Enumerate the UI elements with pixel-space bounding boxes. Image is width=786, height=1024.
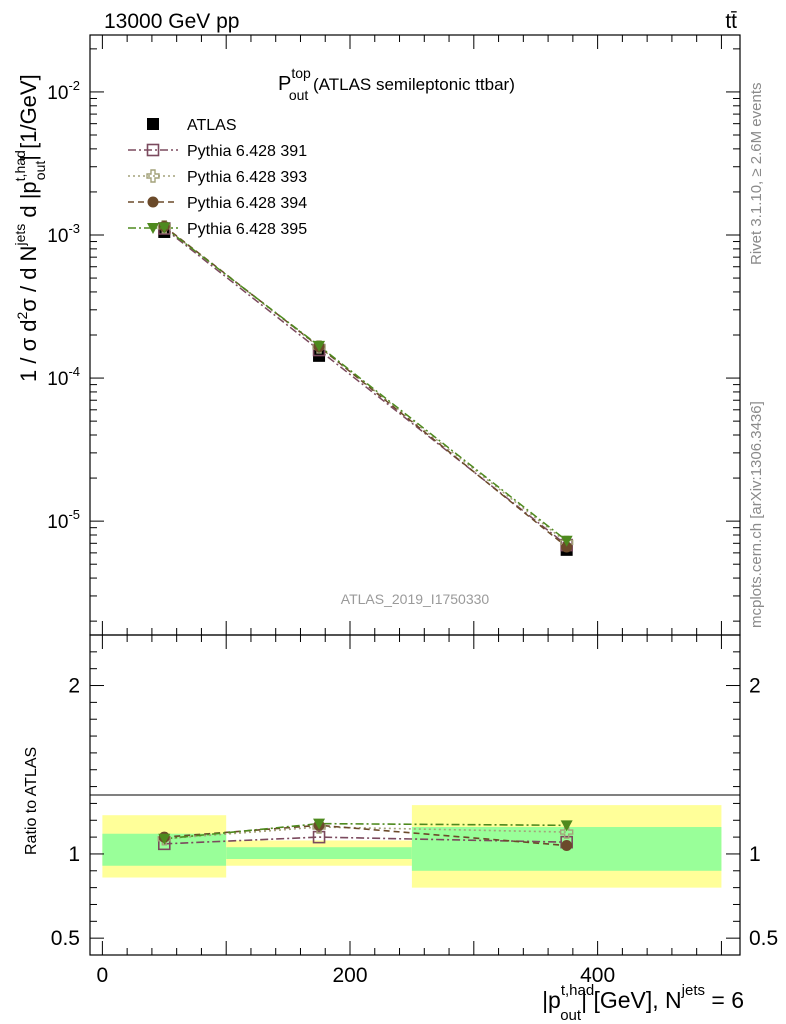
legend-label-atlas: ATLAS (187, 117, 237, 134)
x-tick-label: 200 (332, 964, 367, 987)
legend-label-s394: Pythia 6.428 394 (187, 195, 307, 212)
legend-marker-s395 (147, 223, 159, 234)
y-tick-label-main: 10-4 (47, 364, 80, 390)
legend-label-s395: Pythia 6.428 395 (187, 221, 307, 238)
y-tick-label-main: 10-5 (47, 507, 80, 533)
main-point-s394 (561, 541, 573, 553)
legend-marker-s394 (147, 196, 159, 208)
plot-title: Ptop out (ATLAS semileptonic ttbar) (278, 65, 515, 103)
main-line-s391 (163, 227, 568, 546)
main-point-s395 (313, 340, 326, 352)
main-point-s395 (560, 535, 573, 547)
series-lines (163, 225, 568, 847)
rivet-info: Rivet 3.1.10, ≥ 2.6M events (748, 83, 765, 266)
y-tick-label-ratio-left: 0.5 (51, 927, 80, 950)
legend-label-s393: Pythia 6.428 393 (187, 169, 307, 186)
y-tick-label-ratio-left: 2 (68, 675, 80, 698)
y-tick-label-ratio-right: 1 (749, 843, 761, 866)
axis-ticks (90, 35, 740, 955)
y-axis-label-main: 1 / σ d2σ / d Njets d |pt,had out| [1/GeV… (12, 74, 48, 382)
x-tick-label: 0 (97, 964, 109, 987)
y-tick-label-ratio-left: 1 (68, 843, 80, 866)
mcplots-info: mcplots.cern.ch [arXiv:1306.3436] (748, 401, 765, 628)
y-axis-label-ratio: Ratio to ATLAS (23, 747, 40, 855)
y-tick-label-ratio-right: 0.5 (749, 927, 778, 950)
axis-tick-labels: 0 200 400 10-2 10-3 10-4 10-5 0.5 0.5 1 1 2 2 (47, 78, 778, 987)
legend-label-s391: Pythia 6.428 391 (187, 143, 307, 160)
ratio-band-inner-1 (226, 847, 412, 859)
ratio-line-s391 (164, 836, 567, 845)
ratio-uncertainty-bands (102, 805, 722, 888)
ratio-point-s394 (561, 840, 573, 852)
y-tick-label-main: 10-2 (47, 78, 80, 104)
ratio-point-s395 (560, 820, 573, 832)
header-right: tt̄ (725, 10, 737, 33)
series-markers (157, 220, 574, 852)
x-axis-label: |pt,had out| [GeV], Njets = 6 (542, 982, 744, 1024)
ratio-point-s393 (559, 825, 574, 839)
x-tick-label: 400 (580, 964, 615, 987)
header-left: 13000 GeV pp (104, 10, 239, 33)
legend-marker-atlas (147, 118, 159, 130)
legend-marker-s393 (146, 169, 160, 183)
y-tick-label-main: 10-3 (47, 221, 80, 247)
analysis-watermark: ATLAS_2019_I1750330 (341, 591, 490, 607)
legend-marker-s391 (146, 143, 160, 157)
ratio-point-s395 (158, 833, 171, 845)
ratio-point-s395 (313, 818, 326, 830)
ratio-point-s391 (312, 830, 326, 844)
legend: ATLAS Pythia 6.428 391 Pythia 6.428 393 Pyt… (128, 117, 307, 238)
y-tick-label-ratio-right: 2 (749, 675, 761, 698)
